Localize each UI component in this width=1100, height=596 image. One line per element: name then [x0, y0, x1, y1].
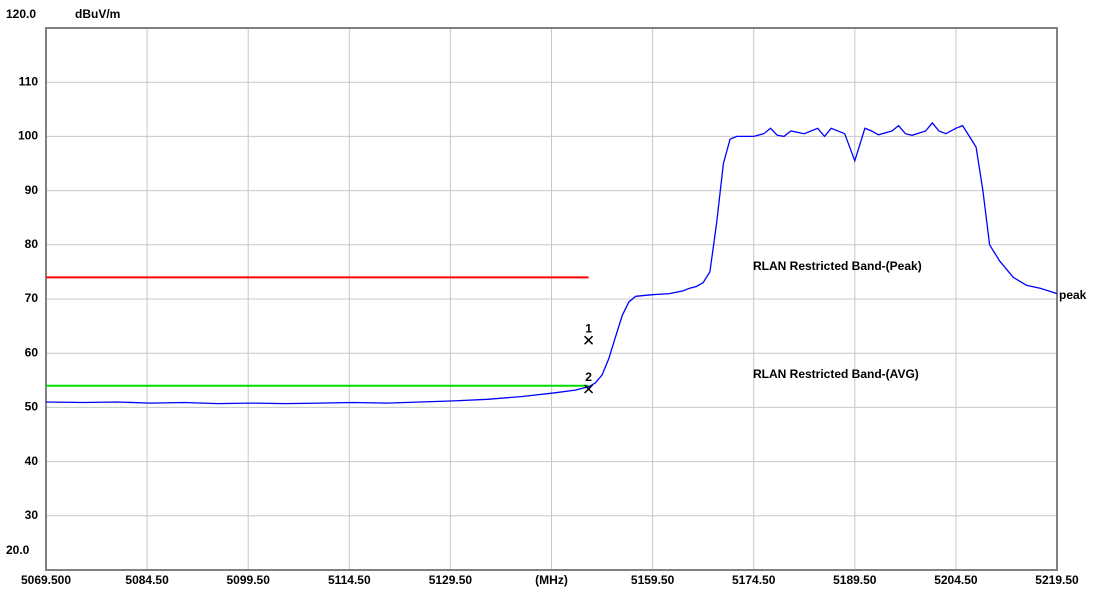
x-tick-label: (MHz)	[535, 573, 568, 587]
x-tick-label: 5114.50	[328, 573, 371, 587]
y-tick-label: 20.0	[6, 543, 30, 557]
x-tick-label: 5159.50	[631, 573, 675, 587]
y-tick-label: 70	[25, 291, 39, 305]
series-label: peak	[1059, 288, 1087, 302]
y-tick-label: 30	[25, 508, 39, 522]
y-tick-label: 50	[25, 400, 39, 414]
x-tick-label: 5099.50	[227, 573, 271, 587]
y-tick-label: 110	[19, 74, 39, 88]
y-axis-unit: dBuV/m	[75, 7, 120, 21]
plot-border	[45, 27, 1058, 571]
y-tick-label: 60	[25, 345, 39, 359]
marker	[584, 384, 594, 394]
x-tick-label: 5069.500	[21, 573, 71, 587]
x-tick-label: 5219.50	[1035, 573, 1079, 587]
y-tick-label: 80	[25, 237, 39, 251]
x-tick-label: 5084.50	[125, 573, 169, 587]
marker	[584, 335, 594, 345]
x-tick-label: 5204.50	[934, 573, 978, 587]
trace	[45, 121, 1058, 405]
x-tick-label: 5129.50	[429, 573, 473, 587]
y-tick-label: 120.0	[6, 7, 36, 21]
y-tick-label: 90	[25, 183, 39, 197]
marker-label: 1	[585, 321, 592, 335]
marker-label: 2	[585, 370, 592, 384]
y-tick-label: 100	[18, 129, 38, 143]
limit-label: RLAN Restricted Band-(Peak)	[753, 259, 922, 273]
x-tick-label: 5189.50	[833, 573, 877, 587]
x-tick-label: 5174.50	[732, 573, 776, 587]
y-tick-label: 40	[25, 454, 39, 468]
limit-label: RLAN Restricted Band-(AVG)	[753, 367, 919, 381]
